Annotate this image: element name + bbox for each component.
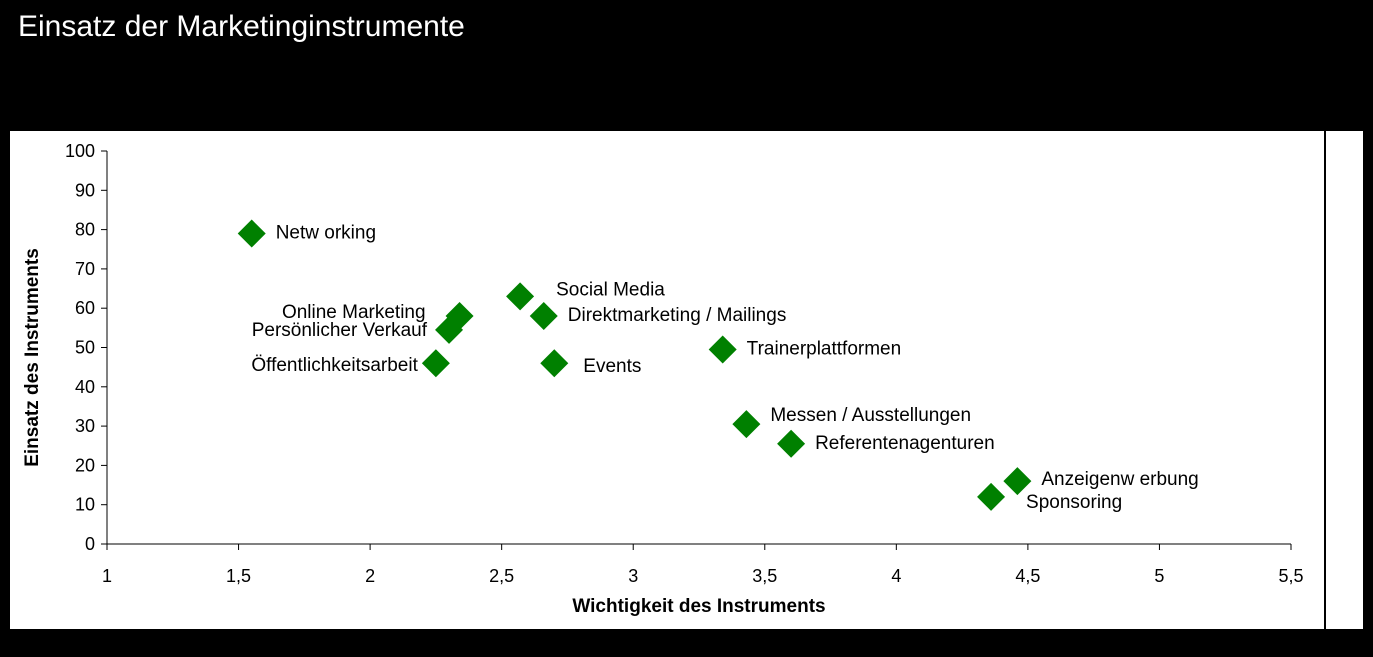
x-axis-title: Wichtigkeit des Instruments [572,596,825,617]
x-tick-label: 5 [1154,566,1164,586]
y-tick-label: 0 [85,534,95,554]
data-point-label: Persönlicher Verkauf [252,320,428,341]
y-tick-label: 40 [75,377,95,397]
data-point-label: Social Media [556,279,665,300]
data-point-label: Direktmarketing / Mailings [568,305,787,326]
axes: 0 10 20 30 40 50 60 70 80 90 100 1 1,5 2 2,5 3 3,5 4 4,5 5 5… [65,131,1326,629]
data-point-label: Öffentlichkeitsarbeit [251,355,418,376]
y-tick-label: 70 [75,259,95,279]
data-point-label: Messen / Ausstellungen [770,405,971,426]
data-point-marker [732,410,761,439]
y-tick-label: 30 [75,416,95,436]
y-tick-label: 80 [75,220,95,240]
data-point-marker [506,282,535,311]
x-tick-label: 2,5 [489,566,514,586]
y-tick-label: 50 [75,338,95,358]
data-point-marker [435,315,464,344]
data-point-marker [421,349,450,378]
x-tick-label: 3 [628,566,638,586]
data-point-label: Trainerplattformen [747,338,902,359]
x-tick-label: 3,5 [752,566,777,586]
page-title: Einsatz der Marketinginstrumente [18,10,465,43]
data-point-label: Netw orking [276,223,376,244]
x-tick-label: 2 [365,566,375,586]
scatter-chart: 0 10 20 30 40 50 60 70 80 90 100 1 1,5 2 2,5 3 3,5 4 4,5 5 5… [22,131,1326,629]
y-tick-label: 60 [75,298,95,318]
y-tick-label: 10 [75,495,95,515]
data-point-marker [1003,467,1032,496]
y-tick-label: 90 [75,180,95,200]
data-point-label: Anzeigenw erbung [1041,469,1198,490]
data-point-label: Sponsoring [1026,492,1122,513]
data-point-marker [540,349,569,378]
data-point-label: Online Marketing [282,302,426,323]
point-labels: Netw orking Social Media Online Marketing D… [251,223,1198,513]
data-points [237,219,1032,511]
y-tick-label: 20 [75,455,95,475]
y-axis-title: Einsatz des Instruments [22,248,43,467]
data-point-marker [977,482,1006,511]
data-point-marker [777,429,806,458]
x-tick-label: 1,5 [226,566,251,586]
chart-panel: 0 10 20 30 40 50 60 70 80 90 100 1 1,5 2 2,5 3 3,5 4 4,5 5 5… [10,131,1363,629]
data-point-label: Events [583,356,641,377]
data-point-marker [529,302,558,331]
data-point-marker [708,335,737,364]
data-point-marker [237,219,266,248]
data-point-label: Referentenagenturen [815,433,995,454]
x-tick-label: 5,5 [1278,566,1303,586]
y-tick-label: 100 [65,141,95,161]
x-tick-label: 4,5 [1015,566,1040,586]
x-tick-label: 1 [102,566,112,586]
x-tick-label: 4 [891,566,901,586]
